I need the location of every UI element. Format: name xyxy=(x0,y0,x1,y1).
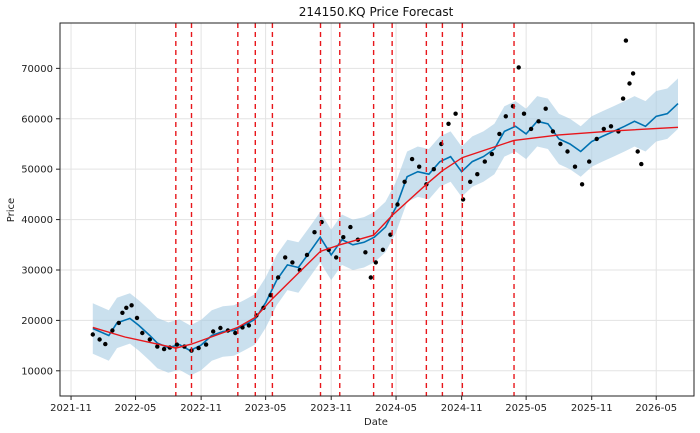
y-tick-label: 60000 xyxy=(21,114,53,125)
observed-point xyxy=(489,151,495,157)
observed-point xyxy=(341,235,346,240)
observed-point xyxy=(627,81,632,86)
observed-point xyxy=(103,341,108,347)
observed-point xyxy=(120,310,125,315)
observed-point xyxy=(460,197,466,202)
observed-point xyxy=(453,111,458,116)
observed-point xyxy=(594,136,599,142)
y-tick-label: 20000 xyxy=(21,316,53,327)
observed-point xyxy=(431,167,436,172)
observed-point xyxy=(90,332,96,337)
observed-point xyxy=(639,161,644,167)
y-axis: 10000 20000 30000 40000 50000 60000 70000 xyxy=(21,64,60,377)
observed-point xyxy=(268,293,273,298)
observed-point xyxy=(497,131,502,137)
y-tick-label: 30000 xyxy=(21,265,53,276)
x-tick-label: 2025-11 xyxy=(571,403,613,414)
x-axis-label: Date xyxy=(364,417,388,428)
changepoint-layer xyxy=(175,23,515,396)
observed-point xyxy=(304,252,310,258)
x-tick-label: 2022-11 xyxy=(180,403,222,414)
y-tick-label: 40000 xyxy=(21,215,53,226)
x-tick-label: 2026-05 xyxy=(635,403,677,414)
chart-title: 214150.KQ Price Forecast xyxy=(299,5,454,19)
observed-point xyxy=(161,346,167,352)
observed-point xyxy=(579,182,585,187)
observed-point xyxy=(140,330,145,336)
trend-line-layer xyxy=(92,126,679,349)
observed-point xyxy=(196,345,201,351)
x-tick-label: 2021-11 xyxy=(50,403,92,414)
observed-points-layer xyxy=(90,38,644,353)
observed-point xyxy=(635,149,640,154)
observed-point xyxy=(368,275,373,280)
x-tick-label: 2023-11 xyxy=(310,403,352,414)
observed-point xyxy=(468,179,473,184)
trend-line xyxy=(92,126,679,349)
observed-point xyxy=(312,230,317,235)
observed-point xyxy=(417,164,422,169)
observed-point xyxy=(402,179,407,184)
observed-point xyxy=(550,129,556,134)
observed-point xyxy=(246,323,252,328)
observed-point xyxy=(521,111,527,116)
observed-point xyxy=(334,255,339,260)
observed-point xyxy=(528,126,534,132)
observed-point xyxy=(543,106,548,111)
y-tick-label: 50000 xyxy=(21,165,53,176)
observed-point xyxy=(536,119,541,124)
observed-point xyxy=(348,224,353,230)
x-axis: 2021-11 2022-05 2022-11 2023-05 2023-11 2024-… xyxy=(50,396,677,414)
x-tick-label: 2023-05 xyxy=(245,403,287,414)
observed-point xyxy=(572,164,578,169)
observed-point xyxy=(218,325,223,331)
observed-point xyxy=(116,320,122,326)
observed-point xyxy=(558,141,563,147)
observed-point xyxy=(587,159,592,164)
observed-point xyxy=(623,38,629,43)
observed-point xyxy=(233,330,238,336)
observed-point xyxy=(482,159,487,164)
observed-point xyxy=(620,96,626,101)
observed-point xyxy=(110,328,115,333)
observed-point xyxy=(380,247,386,252)
observed-point xyxy=(283,255,288,260)
observed-point xyxy=(475,172,480,177)
observed-point xyxy=(147,337,152,342)
observed-point xyxy=(134,315,140,321)
observed-point xyxy=(275,275,281,280)
observed-point xyxy=(363,250,368,255)
observed-point xyxy=(155,344,160,349)
observed-point xyxy=(240,325,245,330)
y-tick-label: 10000 xyxy=(21,366,53,377)
observed-point xyxy=(124,305,129,310)
observed-point xyxy=(290,260,295,265)
observed-point xyxy=(97,337,102,342)
observed-point xyxy=(129,303,134,308)
observed-point xyxy=(565,149,570,154)
observed-point xyxy=(446,121,451,127)
observed-point xyxy=(409,156,415,162)
observed-point xyxy=(630,71,636,76)
observed-point xyxy=(211,329,216,334)
observed-point xyxy=(174,342,180,347)
x-tick-label: 2024-11 xyxy=(441,403,483,414)
x-tick-label: 2022-05 xyxy=(115,403,157,414)
observed-point xyxy=(608,124,614,129)
observed-point xyxy=(373,260,378,265)
observed-point xyxy=(395,202,400,207)
y-tick-label: 70000 xyxy=(21,64,53,75)
observed-point xyxy=(503,114,508,119)
y-axis-label: Price xyxy=(6,198,17,222)
observed-point xyxy=(516,65,521,70)
observed-point xyxy=(203,342,209,347)
x-tick-label: 2025-05 xyxy=(505,403,547,414)
x-tick-label: 2024-05 xyxy=(375,403,417,414)
observed-point xyxy=(601,126,606,132)
plot-frame xyxy=(59,22,695,397)
